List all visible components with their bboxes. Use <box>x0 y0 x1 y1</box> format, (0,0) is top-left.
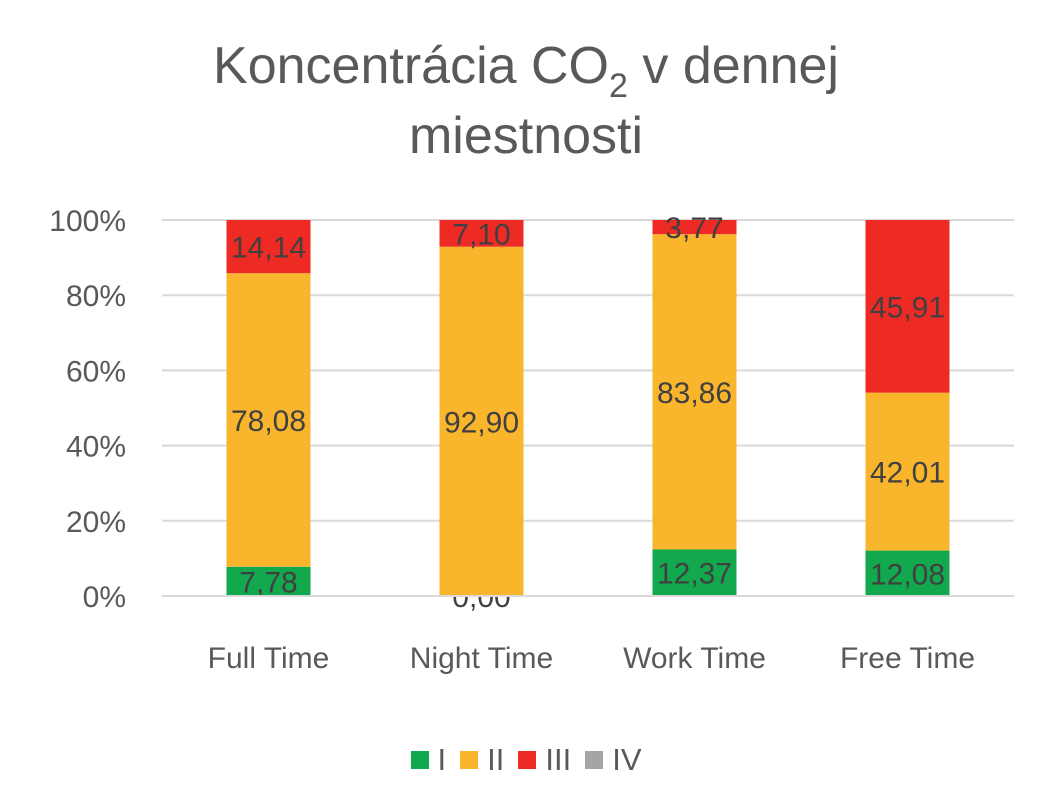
legend-label: III <box>545 742 572 777</box>
legend-item: III <box>518 742 571 778</box>
data-label: 12,08 <box>870 558 945 591</box>
bar-segment <box>439 246 524 597</box>
data-label: 83,86 <box>657 377 732 410</box>
bar-segment <box>652 549 737 596</box>
bar-segment <box>439 220 524 247</box>
x-tick-label: Free Time <box>840 642 975 675</box>
data-label: 42,01 <box>870 457 945 490</box>
legend-label: IV <box>612 742 642 777</box>
data-label: 3,77 <box>665 212 723 245</box>
legend-label: I <box>437 742 447 777</box>
legend-label: II <box>487 742 505 777</box>
y-tick-label: 80% <box>66 280 126 313</box>
data-label: 14,14 <box>231 232 306 265</box>
y-tick-label: 60% <box>66 355 126 388</box>
y-tick-label: 40% <box>66 431 126 464</box>
bar-segment <box>226 220 311 274</box>
x-tick-label: Work Time <box>623 642 766 675</box>
legend-item: IV <box>585 742 642 778</box>
data-label: 45,91 <box>870 291 945 324</box>
data-label: 7,78 <box>239 566 297 599</box>
bar-segment <box>865 550 950 596</box>
bar-segment <box>652 234 737 550</box>
bar-segment <box>865 392 950 551</box>
chart-legend: I II III IV <box>0 741 1052 778</box>
x-tick-label: Full Time <box>208 642 330 675</box>
x-tick-label: Night Time <box>410 642 553 675</box>
chart-title-rest: v dennej <box>627 37 839 95</box>
chart-title: Koncentrácia CO2 v dennej miestnosti <box>0 34 1052 168</box>
y-tick-label: 100% <box>49 205 126 238</box>
chart-title-main: Koncentrácia CO <box>213 37 609 95</box>
legend-swatch <box>518 751 537 769</box>
legend-item: I <box>410 742 447 778</box>
data-label: 12,37 <box>657 558 732 591</box>
chart-title-line-2: miestnosti <box>408 107 644 165</box>
legend-swatch <box>460 751 479 769</box>
data-label: 92,90 <box>444 406 519 439</box>
data-label: 78,08 <box>231 405 306 438</box>
bar-segment <box>226 566 311 596</box>
y-tick-label: 0% <box>83 581 126 614</box>
legend-item: II <box>460 742 504 778</box>
chart-title-line-1: Koncentrácia CO2 v dennej <box>0 34 1052 105</box>
bar-segment <box>652 220 737 235</box>
bar-segment <box>226 273 311 567</box>
bar-segment <box>865 220 950 393</box>
data-label: 7,10 <box>452 218 510 251</box>
legend-swatch <box>585 751 604 769</box>
y-tick-label: 20% <box>66 506 126 539</box>
chart-title-subscript: 2 <box>609 67 628 105</box>
legend-swatch <box>410 751 429 769</box>
